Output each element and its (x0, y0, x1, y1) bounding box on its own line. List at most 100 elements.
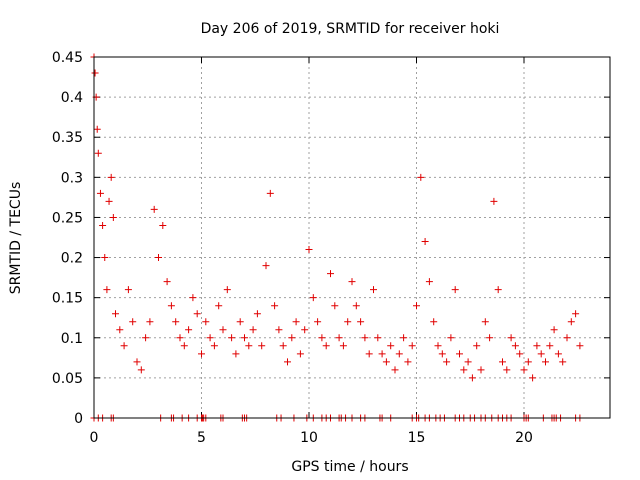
x-tick-label: 5 (197, 430, 206, 446)
data-point (331, 302, 338, 309)
data-point (129, 318, 136, 325)
data-point (92, 70, 99, 77)
data-point (168, 302, 175, 309)
data-point (224, 286, 231, 293)
data-point (529, 374, 536, 381)
data-point (220, 326, 227, 333)
data-point (134, 358, 141, 365)
data-point (228, 334, 235, 341)
data-point (452, 286, 459, 293)
x-tick-label: 20 (515, 430, 533, 446)
data-point (125, 286, 132, 293)
data-point (155, 254, 162, 261)
data-point (430, 318, 437, 325)
data-point (387, 342, 394, 349)
data-point (521, 366, 528, 373)
data-point (241, 334, 248, 341)
data-point (503, 366, 510, 373)
data-point (94, 126, 101, 133)
data-point (559, 358, 566, 365)
data-point (555, 350, 562, 357)
data-point (456, 350, 463, 357)
data-point (396, 350, 403, 357)
y-tick-label: 0.1 (61, 331, 83, 347)
data-point (460, 366, 467, 373)
data-point (151, 206, 158, 213)
data-point (374, 334, 381, 341)
data-point (271, 302, 278, 309)
data-point (499, 358, 506, 365)
data-point (245, 342, 252, 349)
data-point (551, 326, 558, 333)
data-point (189, 294, 196, 301)
data-point (280, 342, 287, 349)
y-tick-label: 0.45 (52, 50, 83, 66)
data-point (301, 326, 308, 333)
data-point (486, 334, 493, 341)
data-point (99, 222, 106, 229)
data-point (95, 150, 102, 157)
axis-ticks: 0 0.05 0.1 0.15 0.2 0.25 0.3 0.35 0.4 0.45 0 5 10 15 2… (52, 50, 610, 446)
x-tick-label: 15 (408, 430, 426, 446)
data-point (250, 326, 257, 333)
y-tick-label: 0.05 (52, 371, 83, 387)
data-point (267, 190, 274, 197)
data-point (490, 198, 497, 205)
data-point (159, 222, 166, 229)
data-point (361, 334, 368, 341)
y-tick-label: 0.2 (61, 251, 83, 267)
data-point (207, 334, 214, 341)
data-point (254, 310, 261, 317)
y-tick-label: 0.4 (61, 90, 83, 106)
data-point (426, 278, 433, 285)
data-point (564, 334, 571, 341)
data-point (185, 326, 192, 333)
data-point (258, 342, 265, 349)
data-point (469, 374, 476, 381)
data-point (288, 334, 295, 341)
data-point (108, 174, 115, 181)
data-point (97, 190, 104, 197)
x-axis-label: GPS time / hours (291, 459, 408, 475)
data-point (478, 366, 485, 373)
data-point (340, 342, 347, 349)
data-point (542, 358, 549, 365)
data-point (533, 342, 540, 349)
data-point (572, 310, 579, 317)
x-tick-label: 10 (300, 430, 318, 446)
data-point (538, 350, 545, 357)
data-point (439, 350, 446, 357)
plot-frame (94, 57, 610, 418)
data-point (101, 254, 108, 261)
data-point (344, 318, 351, 325)
data-point (495, 286, 502, 293)
y-tick-label: 0.3 (61, 170, 83, 186)
data-point (400, 334, 407, 341)
data-point (576, 342, 583, 349)
data-point (512, 342, 519, 349)
data-point (404, 358, 411, 365)
data-point (263, 262, 270, 269)
data-point (146, 318, 153, 325)
data-point (422, 238, 429, 245)
data-points (91, 54, 584, 422)
data-point (392, 366, 399, 373)
data-point (284, 358, 291, 365)
data-point (181, 342, 188, 349)
data-point (198, 350, 205, 357)
data-point (447, 334, 454, 341)
data-point (516, 350, 523, 357)
data-point (508, 334, 515, 341)
data-point (465, 358, 472, 365)
data-point (164, 278, 171, 285)
data-point (194, 310, 201, 317)
data-point (293, 318, 300, 325)
y-tick-label: 0.35 (52, 130, 83, 146)
data-point (297, 350, 304, 357)
data-point (103, 286, 110, 293)
y-tick-label: 0.25 (52, 210, 83, 226)
data-point (177, 334, 184, 341)
data-point (211, 342, 218, 349)
data-point (383, 358, 390, 365)
data-point (232, 350, 239, 357)
